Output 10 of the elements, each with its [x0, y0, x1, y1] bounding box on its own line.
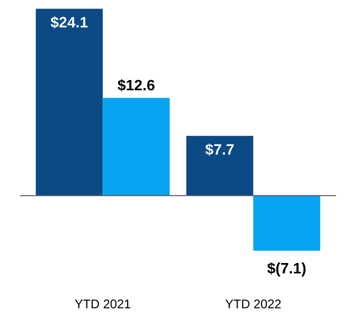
bar [253, 196, 320, 251]
data-label: $(7.1) [267, 262, 306, 276]
x-tick-label: YTD 2021 [74, 300, 130, 308]
x-tick-label: YTD 2022 [225, 300, 281, 308]
data-label: $7.7 [205, 143, 234, 156]
bar [36, 8, 103, 196]
bar [186, 136, 254, 196]
bar [102, 98, 170, 196]
data-label: $12.6 [118, 79, 154, 92]
data-label: $24.1 [50, 16, 88, 28]
